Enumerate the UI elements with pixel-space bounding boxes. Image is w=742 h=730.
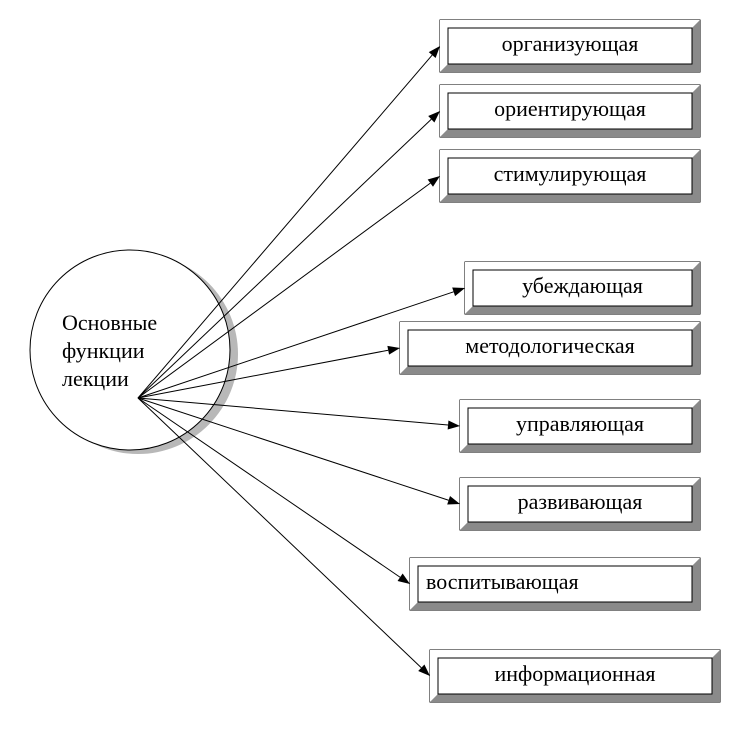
function-box: управляющая bbox=[460, 400, 700, 452]
edge-arrow bbox=[138, 398, 410, 584]
function-box-label: ориентирующая bbox=[494, 96, 646, 121]
function-box-label: воспитывающая bbox=[426, 569, 579, 594]
function-box: развивающая bbox=[460, 478, 700, 530]
function-box-label: управляющая bbox=[516, 411, 644, 436]
function-box-label: развивающая bbox=[518, 489, 643, 514]
function-box: воспитывающая bbox=[410, 558, 700, 610]
function-box-label: организующая bbox=[502, 31, 639, 56]
function-box-label: убеждающая bbox=[522, 273, 643, 298]
edge-arrow bbox=[138, 46, 440, 398]
function-box-label: методологическая bbox=[465, 333, 634, 358]
edge-arrow bbox=[138, 111, 440, 398]
function-box: организующая bbox=[440, 20, 700, 72]
function-box-label: стимулирующая bbox=[494, 161, 647, 186]
function-box: ориентирующая bbox=[440, 85, 700, 137]
edge-arrow bbox=[138, 398, 430, 676]
edge-arrow bbox=[138, 398, 460, 505]
function-box: информационная bbox=[430, 650, 720, 702]
function-box: стимулирующая bbox=[440, 150, 700, 202]
function-box: методологическая bbox=[400, 322, 700, 374]
function-box: убеждающая bbox=[465, 262, 700, 314]
function-box-label: информационная bbox=[495, 661, 656, 686]
